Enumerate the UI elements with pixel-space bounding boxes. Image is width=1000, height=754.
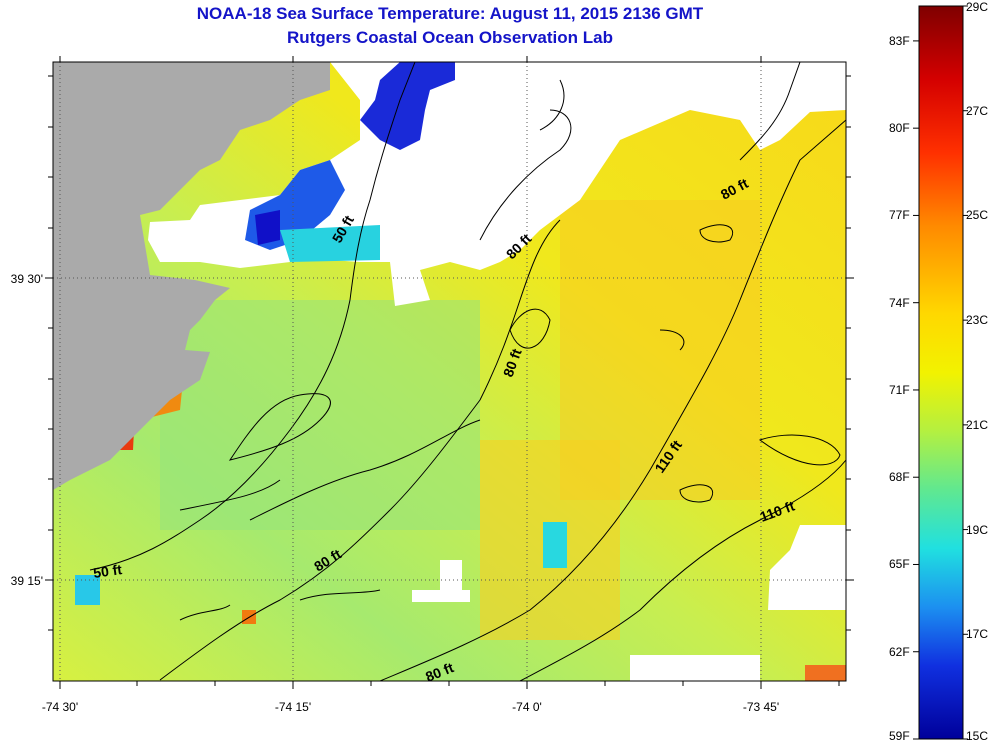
- colorbar-label-f: 71F: [889, 382, 910, 397]
- cloud-cover-south: [630, 655, 760, 681]
- colorbar-label-f: 59F: [889, 729, 910, 743]
- cyan-patch-center: [543, 522, 567, 568]
- colorbar-ticks: [913, 5, 968, 740]
- colorbar-label-c: 21C: [966, 417, 989, 432]
- colorbar-label-f: 62F: [889, 644, 910, 659]
- x-tick-label: -73 45': [743, 700, 779, 714]
- graticule: [53, 62, 846, 681]
- warm-water-se: [805, 665, 846, 681]
- cloud-patch-2: [412, 590, 470, 602]
- coldest-patch: [255, 210, 280, 245]
- cold-water-north: [360, 62, 455, 150]
- colorbar-label-f: 83F: [889, 34, 910, 48]
- depth-label: 50 ft: [92, 561, 123, 581]
- land-mass: [53, 62, 330, 490]
- land-island: [145, 300, 170, 330]
- colorbar-label-c: 17C: [966, 627, 989, 642]
- cloud-cover-east: [768, 525, 846, 610]
- colorbar-label-c: 19C: [966, 522, 989, 537]
- tick-marks: [45, 56, 854, 689]
- x-tick-label: -74 15': [275, 700, 311, 714]
- colorbar: [918, 5, 964, 740]
- colorbar-label-f: 65F: [889, 557, 910, 572]
- colorbar-label-c: 25C: [966, 208, 989, 223]
- colorbar-label-f: 68F: [889, 470, 910, 485]
- cooler-water-patch: [160, 300, 480, 530]
- y-tick-label: 39 15': [11, 574, 43, 588]
- colorbar-label-f: 77F: [889, 208, 910, 223]
- colorbar-label-c: 23C: [966, 313, 989, 328]
- colorbar-label-f: 80F: [889, 121, 910, 136]
- colorbar-label-c: 15C: [966, 729, 989, 743]
- cyan-patch-sw: [75, 575, 100, 605]
- depth-contours: [89, 62, 846, 681]
- colorbar-label-c: 27C: [966, 103, 989, 118]
- x-tick-label: -74 30': [42, 700, 78, 714]
- colorbar-label-c: 29C: [966, 0, 989, 14]
- x-tick-label: -74 0': [512, 700, 542, 714]
- cyan-water-band: [280, 225, 380, 262]
- map-subtitle: Rutgers Coastal Ocean Observation Lab: [287, 28, 613, 47]
- map-field: [53, 62, 846, 681]
- colorbar-label-f: 74F: [889, 295, 910, 310]
- map-title: NOAA-18 Sea Surface Temperature: August …: [196, 4, 704, 23]
- y-tick-label: 39 30': [11, 272, 43, 286]
